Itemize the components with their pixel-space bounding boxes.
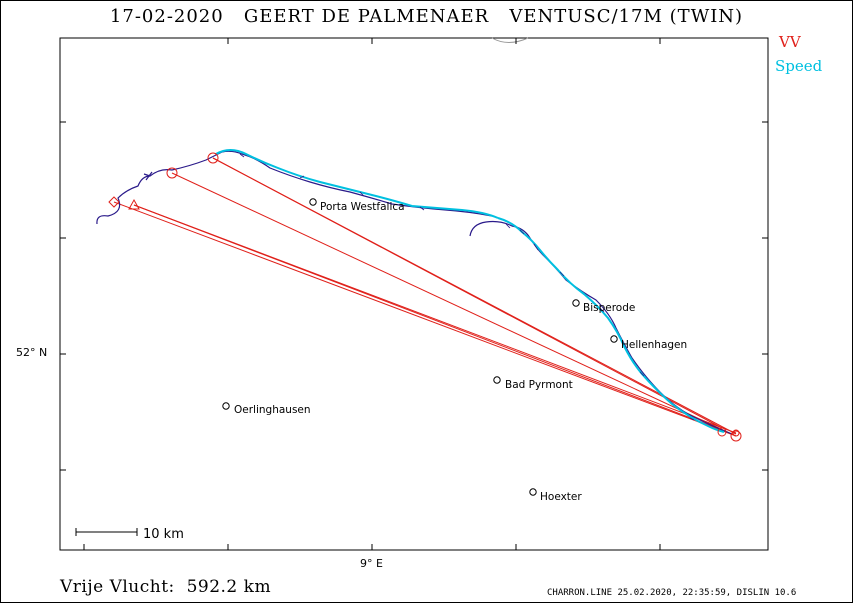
axis-ticks [60, 38, 768, 550]
place-marker-porta-westfalica [309, 198, 317, 206]
legend-speed: Speed [775, 57, 823, 75]
place-marker-bad-pyrmont [493, 376, 501, 384]
top-edge-shape [491, 37, 529, 43]
speed-track [215, 149, 725, 433]
longitude-label: 9° E [360, 557, 383, 570]
scale-bar [75, 528, 138, 536]
flight-track [96, 150, 733, 435]
map-frame [59, 37, 769, 551]
place-label-oerlinghausen: Oerlinghausen [234, 404, 311, 416]
place-markers [222, 198, 618, 496]
triangle-legs [113, 157, 737, 437]
place-label-porta-westfalica: Porta Westfalica [320, 201, 405, 213]
latitude-label: 52° N [16, 346, 48, 359]
place-marker-bisperode [572, 299, 580, 307]
place-marker-oerlinghausen [222, 402, 230, 410]
place-label-bad-pyrmont: Bad Pyrmont [505, 379, 573, 391]
place-marker-hoexter [529, 488, 537, 496]
place-label-hellenhagen: Hellenhagen [621, 339, 687, 351]
track-texture [239, 153, 695, 421]
turnpoint-markers [108, 152, 742, 442]
legend-vv: VV [779, 33, 801, 51]
scale-label: 10 km [143, 527, 184, 542]
credit-line: CHARRON.LINE 25.02.2020, 22:35:59, DISLI… [547, 588, 797, 598]
map-title: 17-02-2020 GEERT DE PALMENAER VENTUSC/17… [109, 6, 744, 27]
place-marker-hellenhagen [610, 335, 618, 343]
distance-summary: Vrije Vlucht: 592.2 km [60, 577, 272, 597]
place-label-bisperode: Bisperode [583, 302, 635, 314]
place-label-hoexter: Hoexter [540, 491, 582, 503]
